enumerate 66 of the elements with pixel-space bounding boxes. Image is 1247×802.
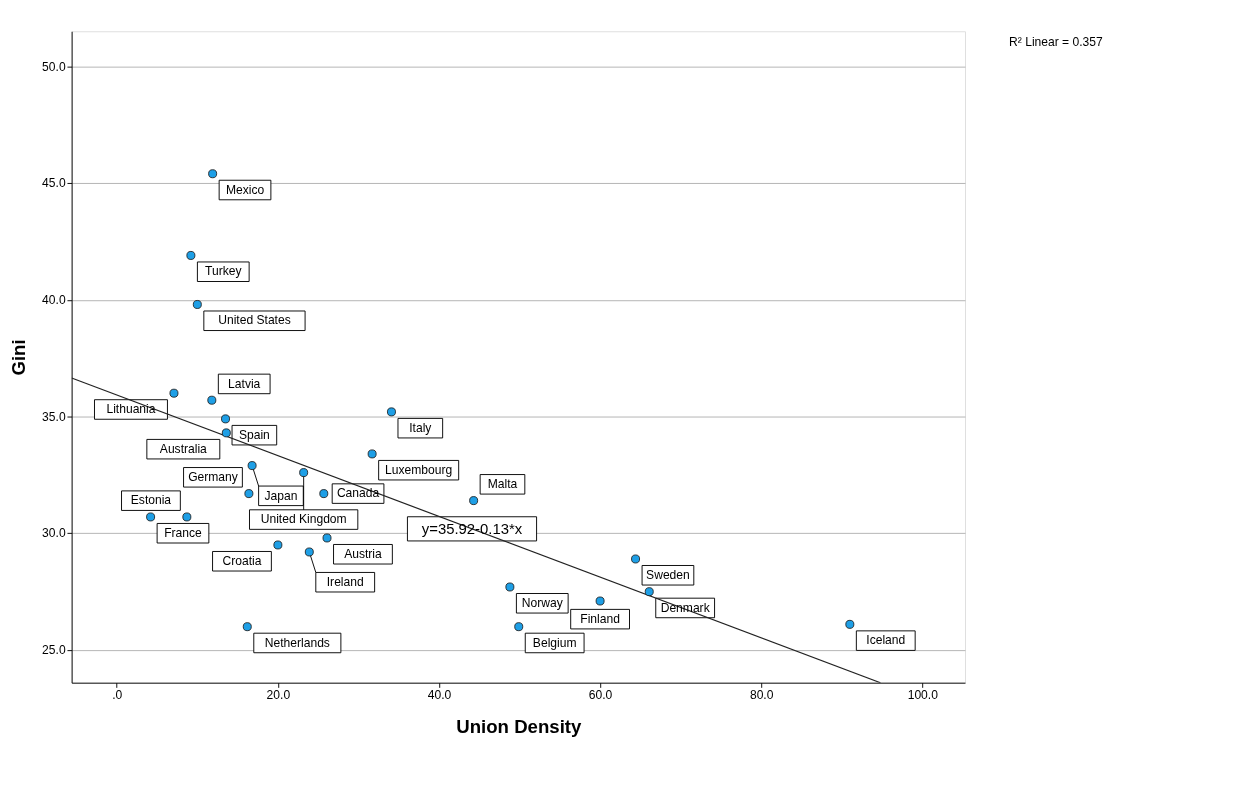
- y-tick-label: 30.0: [42, 526, 66, 541]
- x-tick-label: 40.0: [427, 688, 452, 703]
- point: [469, 496, 479, 506]
- point: [221, 414, 230, 424]
- point: [207, 395, 217, 405]
- point: [146, 512, 156, 522]
- point: [514, 622, 524, 632]
- x-tick-label: 20.0: [266, 688, 291, 703]
- point: [299, 468, 309, 478]
- y-tick-label: 25.0: [42, 643, 66, 658]
- annotation: United Kingdom: [260, 512, 347, 527]
- annotation: Lithuania: [106, 402, 156, 417]
- annotation: Germany: [188, 470, 239, 485]
- point: [221, 428, 231, 438]
- x-tick-label: 80.0: [749, 688, 774, 703]
- point: [244, 489, 254, 499]
- annotation: France: [164, 525, 203, 540]
- point: [304, 547, 314, 557]
- point: [208, 169, 218, 179]
- annotation: Malta: [487, 477, 518, 492]
- point: [644, 587, 654, 597]
- annotation: United States: [218, 313, 291, 328]
- x-axis-title: Union Density: [456, 716, 583, 738]
- point: [595, 596, 605, 606]
- point: [247, 461, 257, 471]
- annotation: Croatia: [222, 553, 262, 568]
- annotation: Australia: [159, 441, 208, 456]
- annotation: Luxembourg: [385, 462, 453, 477]
- annotation: Latvia: [228, 376, 261, 391]
- y-tick-label: 40.0: [42, 293, 66, 307]
- annotation: Italy: [409, 420, 433, 435]
- point: [319, 489, 329, 499]
- annotation: Finland: [580, 611, 620, 626]
- annotation: Estonia: [130, 493, 172, 508]
- annotation: Iceland: [866, 633, 906, 648]
- annotation: Netherlands: [264, 635, 330, 650]
- annotation: Japan: [264, 488, 298, 503]
- point: [845, 619, 855, 629]
- point: [631, 554, 640, 564]
- point: [242, 622, 252, 632]
- point: [387, 407, 396, 417]
- annotation: Spain: [238, 427, 270, 442]
- y-tick-label: 35.0: [42, 409, 66, 424]
- annotation: Ireland: [326, 574, 364, 589]
- y-tick-label: 45.0: [42, 176, 66, 191]
- point: [322, 533, 332, 543]
- annotation: Mexico: [225, 182, 265, 197]
- point: [186, 251, 196, 260]
- annotation: Norway: [521, 596, 564, 610]
- point: [182, 512, 192, 522]
- y-tick-label: 50.0: [42, 59, 66, 74]
- annotation: Austria: [344, 546, 383, 561]
- annotation: Sweden: [646, 567, 690, 582]
- annotation: Belgium: [532, 635, 577, 650]
- point: [192, 300, 202, 309]
- point: [273, 540, 283, 550]
- x-tick-label: .0: [112, 688, 123, 703]
- annotation: Canada: [336, 486, 380, 501]
- x-tick-label: 60.0: [588, 688, 613, 703]
- y-axis-title: Gini: [8, 339, 30, 376]
- point: [169, 388, 179, 398]
- point: [505, 582, 515, 592]
- annotation: Turkey: [205, 264, 243, 279]
- point: [367, 449, 377, 459]
- text: R² Linear = 0.357: [1009, 35, 1104, 50]
- x-tick-label: 100.0: [907, 688, 939, 703]
